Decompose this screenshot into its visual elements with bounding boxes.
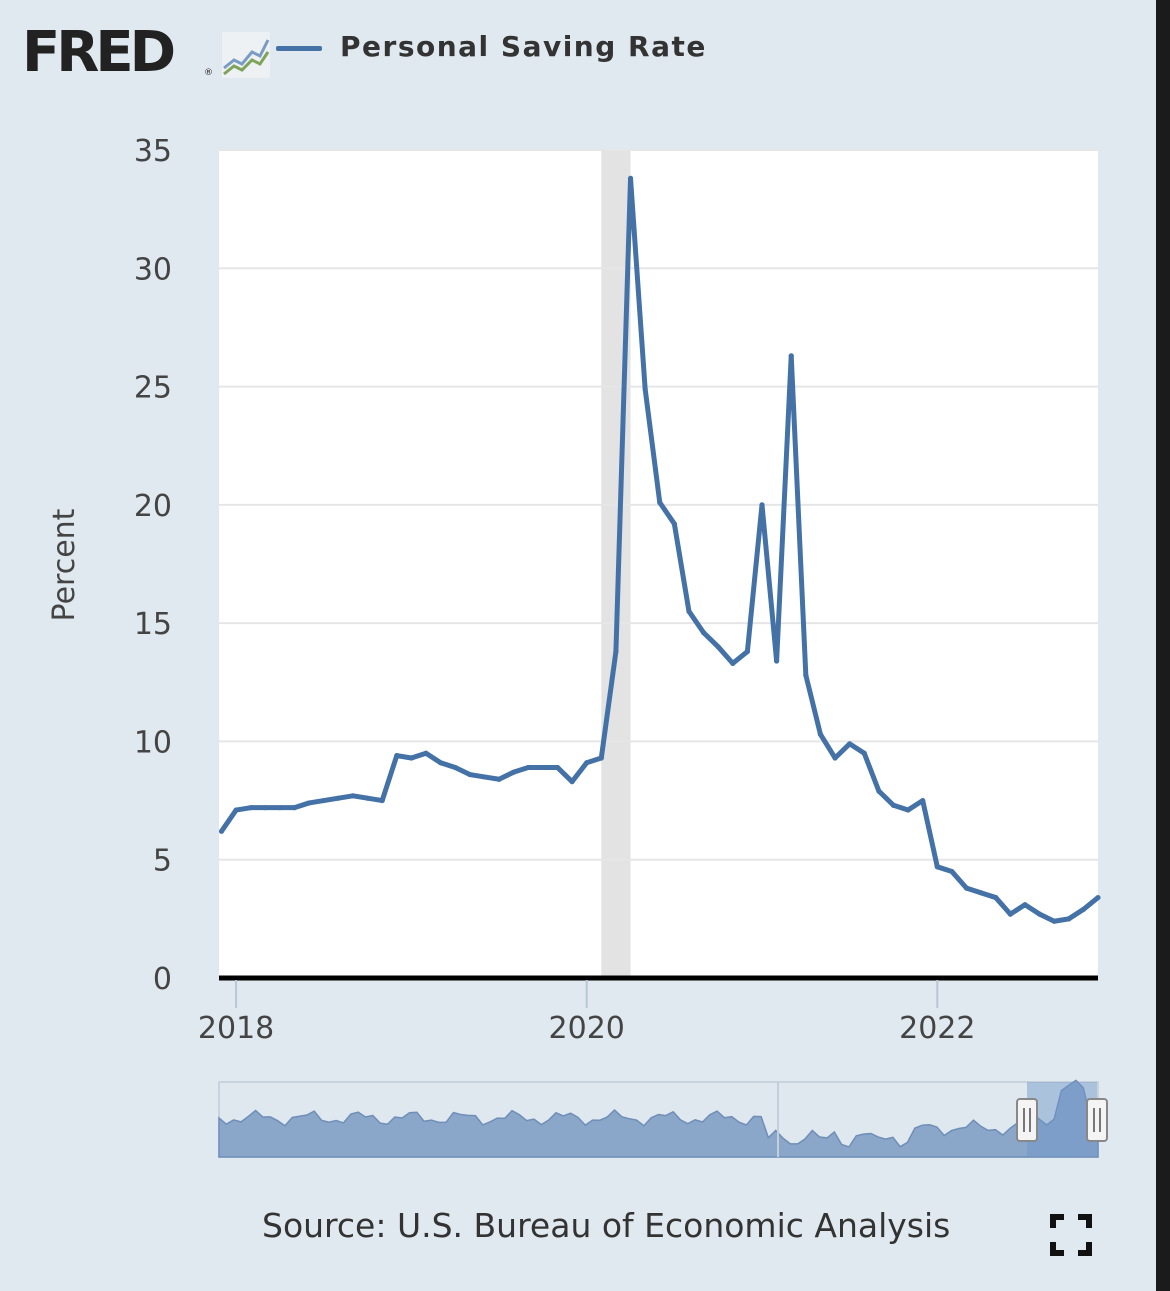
data-point xyxy=(890,802,897,808)
data-point xyxy=(963,885,970,891)
y-tick-label: 0 xyxy=(153,962,172,997)
data-point xyxy=(481,774,488,780)
data-point xyxy=(847,741,853,747)
saving-rate-chart: 0 5 10 15 20 25 30 35 2018 2020 2022 Percent xyxy=(47,134,1108,1158)
data-point xyxy=(759,502,765,508)
data-point xyxy=(540,764,546,771)
x-tick-label: 2022 xyxy=(899,1011,975,1046)
data-point xyxy=(584,760,590,766)
data-point xyxy=(394,753,400,759)
data-point xyxy=(686,608,692,614)
data-point xyxy=(306,800,312,806)
data-point xyxy=(642,386,648,392)
data-point xyxy=(452,764,458,771)
data-point xyxy=(525,764,531,771)
data-point xyxy=(613,648,619,655)
data-point xyxy=(715,644,721,650)
logo-registered-mark: ® xyxy=(204,68,213,78)
data-point xyxy=(379,797,385,804)
data-point xyxy=(1095,894,1101,901)
navigator-handle-left[interactable] xyxy=(1016,1098,1038,1142)
x-tick-label: 2018 xyxy=(198,1011,274,1046)
source-note: Source: U.S. Bureau of Economic Analysis xyxy=(262,1206,951,1245)
navigator-area xyxy=(218,1079,1099,1158)
data-point xyxy=(657,499,663,506)
data-point xyxy=(1051,918,1057,924)
data-point xyxy=(248,805,254,811)
trend-chart-icon xyxy=(222,32,270,78)
y-tick-label: 5 xyxy=(153,844,172,879)
legend-label: Personal Saving Rate xyxy=(340,30,707,63)
data-point xyxy=(1066,916,1072,922)
data-point xyxy=(774,658,780,664)
data-point xyxy=(1007,911,1013,917)
data-point xyxy=(467,771,473,778)
navigator-selected-range xyxy=(1027,1082,1097,1157)
window-edge xyxy=(1156,0,1170,1291)
data-point xyxy=(350,793,356,799)
data-point xyxy=(671,521,677,527)
data-point xyxy=(1036,911,1043,917)
data-point xyxy=(788,353,794,359)
plot-background xyxy=(219,150,1098,978)
data-point xyxy=(291,805,298,811)
data-point xyxy=(905,807,911,813)
data-point xyxy=(949,868,955,875)
data-point xyxy=(408,755,414,761)
data-point xyxy=(438,760,444,766)
data-point xyxy=(277,805,283,811)
data-point xyxy=(423,750,429,756)
y-tick-label: 30 xyxy=(134,252,172,287)
data-point xyxy=(934,864,940,870)
data-point xyxy=(817,731,824,737)
data-point xyxy=(993,894,999,901)
data-point xyxy=(1080,906,1086,912)
data-point xyxy=(730,660,736,666)
data-point xyxy=(511,769,517,775)
data-point xyxy=(744,648,750,655)
range-navigator[interactable] xyxy=(218,1079,1108,1158)
data-point xyxy=(876,788,882,794)
data-point xyxy=(627,175,634,181)
y-axis-label: Percent xyxy=(47,508,82,621)
y-tick-label: 15 xyxy=(134,607,172,642)
y-axis: 0 5 10 15 20 25 30 35 xyxy=(134,134,172,997)
data-point xyxy=(364,795,371,801)
fred-logo[interactable]: FRED ® xyxy=(22,20,270,85)
data-point xyxy=(598,755,604,761)
fullscreen-icon[interactable] xyxy=(1050,1214,1092,1256)
y-tick-label: 10 xyxy=(134,725,172,760)
data-point xyxy=(321,797,327,804)
logo-text: FRED xyxy=(22,20,176,85)
legend-swatch xyxy=(276,46,322,51)
y-tick-label: 35 xyxy=(134,134,172,169)
data-point xyxy=(554,764,561,771)
x-axis: 2018 2020 2022 xyxy=(198,975,1098,1046)
data-point xyxy=(978,890,984,896)
data-point xyxy=(861,750,867,756)
data-point xyxy=(218,828,225,834)
data-point xyxy=(233,807,239,813)
data-point xyxy=(569,779,575,785)
data-point xyxy=(262,805,268,811)
x-tick-label: 2020 xyxy=(549,1011,625,1046)
series-layer xyxy=(218,175,1101,924)
data-point xyxy=(803,672,809,678)
data-point xyxy=(832,755,838,761)
navigator-handle-right[interactable] xyxy=(1086,1098,1108,1142)
data-point xyxy=(335,795,341,801)
data-point xyxy=(496,776,502,782)
plot-area xyxy=(219,149,1098,978)
y-tick-label: 20 xyxy=(134,489,172,524)
data-point xyxy=(920,797,926,804)
y-tick-label: 25 xyxy=(134,371,172,406)
data-point xyxy=(1022,902,1028,908)
data-point xyxy=(700,630,707,636)
